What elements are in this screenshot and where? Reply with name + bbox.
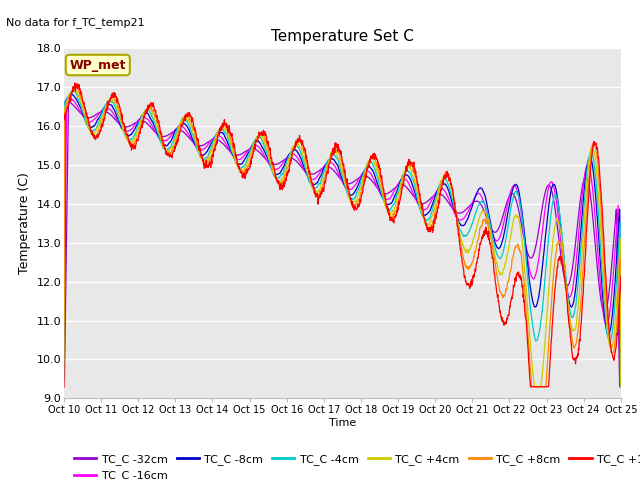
TC_C -8cm (104, 101, 111, 107)
TC_C -32cm (126, 123, 134, 129)
TC_C -4cm (71, 88, 79, 94)
TC_C -32cm (104, 109, 111, 115)
TC_C -8cm (60, 377, 68, 383)
TC_C -4cm (104, 98, 111, 104)
TC_C -16cm (104, 105, 111, 110)
TC_C +4cm (70, 86, 78, 92)
TC_C +8cm (617, 255, 625, 261)
TC_C -4cm (297, 149, 305, 155)
TC_C +8cm (297, 140, 305, 145)
TC_C +12cm (71, 80, 79, 86)
TC_C +4cm (531, 384, 538, 390)
TC_C -32cm (60, 384, 68, 390)
TC_C +12cm (617, 274, 625, 279)
TC_C -16cm (60, 384, 68, 390)
TC_C +8cm (378, 180, 385, 185)
Line: TC_C -32cm: TC_C -32cm (64, 102, 621, 387)
TC_C +12cm (527, 384, 534, 390)
TC_C -4cm (617, 384, 625, 390)
TC_C +4cm (126, 141, 134, 146)
TC_C -16cm (378, 192, 385, 198)
TC_C -4cm (60, 360, 68, 365)
TC_C -32cm (308, 171, 316, 177)
TC_C -8cm (308, 180, 316, 186)
TC_C -32cm (65, 99, 72, 105)
TC_C -8cm (126, 132, 134, 138)
TC_C -32cm (318, 166, 326, 171)
Line: TC_C -8cm: TC_C -8cm (64, 94, 621, 387)
TC_C -32cm (378, 189, 385, 195)
TC_C -32cm (617, 384, 625, 390)
TC_C +8cm (308, 183, 316, 189)
Text: No data for f_TC_temp21: No data for f_TC_temp21 (6, 17, 145, 28)
TC_C +12cm (104, 99, 111, 105)
TC_C +12cm (126, 143, 134, 149)
Legend: TC_C -32cm, TC_C -16cm, TC_C -8cm, TC_C -4cm, TC_C +4cm, TC_C +8cm, TC_C +12cm: TC_C -32cm, TC_C -16cm, TC_C -8cm, TC_C … (70, 449, 640, 480)
TC_C +4cm (378, 186, 385, 192)
TC_C -4cm (308, 184, 316, 190)
TC_C -8cm (297, 155, 305, 160)
TC_C +12cm (378, 175, 385, 181)
TC_C -16cm (297, 160, 305, 166)
TC_C -4cm (378, 190, 385, 195)
TC_C -16cm (318, 166, 326, 172)
TC_C -4cm (318, 174, 326, 180)
TC_C +12cm (318, 187, 326, 192)
Y-axis label: Temperature (C): Temperature (C) (18, 172, 31, 274)
TC_C -8cm (617, 384, 625, 390)
TC_C -8cm (378, 192, 385, 197)
TC_C -4cm (126, 137, 134, 143)
TC_C -16cm (308, 177, 316, 182)
TC_C +4cm (318, 179, 326, 185)
TC_C +8cm (70, 84, 78, 89)
TC_C +4cm (104, 100, 111, 106)
Text: WP_met: WP_met (70, 59, 126, 72)
TC_C -8cm (318, 170, 326, 176)
Title: Temperature Set C: Temperature Set C (271, 29, 414, 44)
TC_C +4cm (297, 145, 305, 151)
TC_C +8cm (318, 184, 326, 190)
TC_C +12cm (308, 180, 316, 186)
Line: TC_C -4cm: TC_C -4cm (64, 91, 621, 387)
TC_C -32cm (297, 163, 305, 169)
TC_C -16cm (65, 96, 73, 101)
TC_C +8cm (104, 103, 111, 109)
TC_C -8cm (68, 91, 76, 97)
Line: TC_C +4cm: TC_C +4cm (64, 89, 621, 387)
TC_C +8cm (60, 384, 68, 390)
X-axis label: Time: Time (329, 418, 356, 428)
TC_C +8cm (126, 138, 134, 144)
Line: TC_C -16cm: TC_C -16cm (64, 98, 621, 387)
TC_C +4cm (308, 185, 316, 191)
Line: TC_C +8cm: TC_C +8cm (64, 86, 621, 387)
TC_C +4cm (60, 319, 68, 325)
TC_C +12cm (297, 139, 305, 145)
TC_C +4cm (617, 384, 625, 390)
Line: TC_C +12cm: TC_C +12cm (64, 83, 621, 387)
TC_C -16cm (126, 128, 134, 133)
TC_C +12cm (60, 111, 68, 117)
TC_C -16cm (617, 384, 625, 390)
